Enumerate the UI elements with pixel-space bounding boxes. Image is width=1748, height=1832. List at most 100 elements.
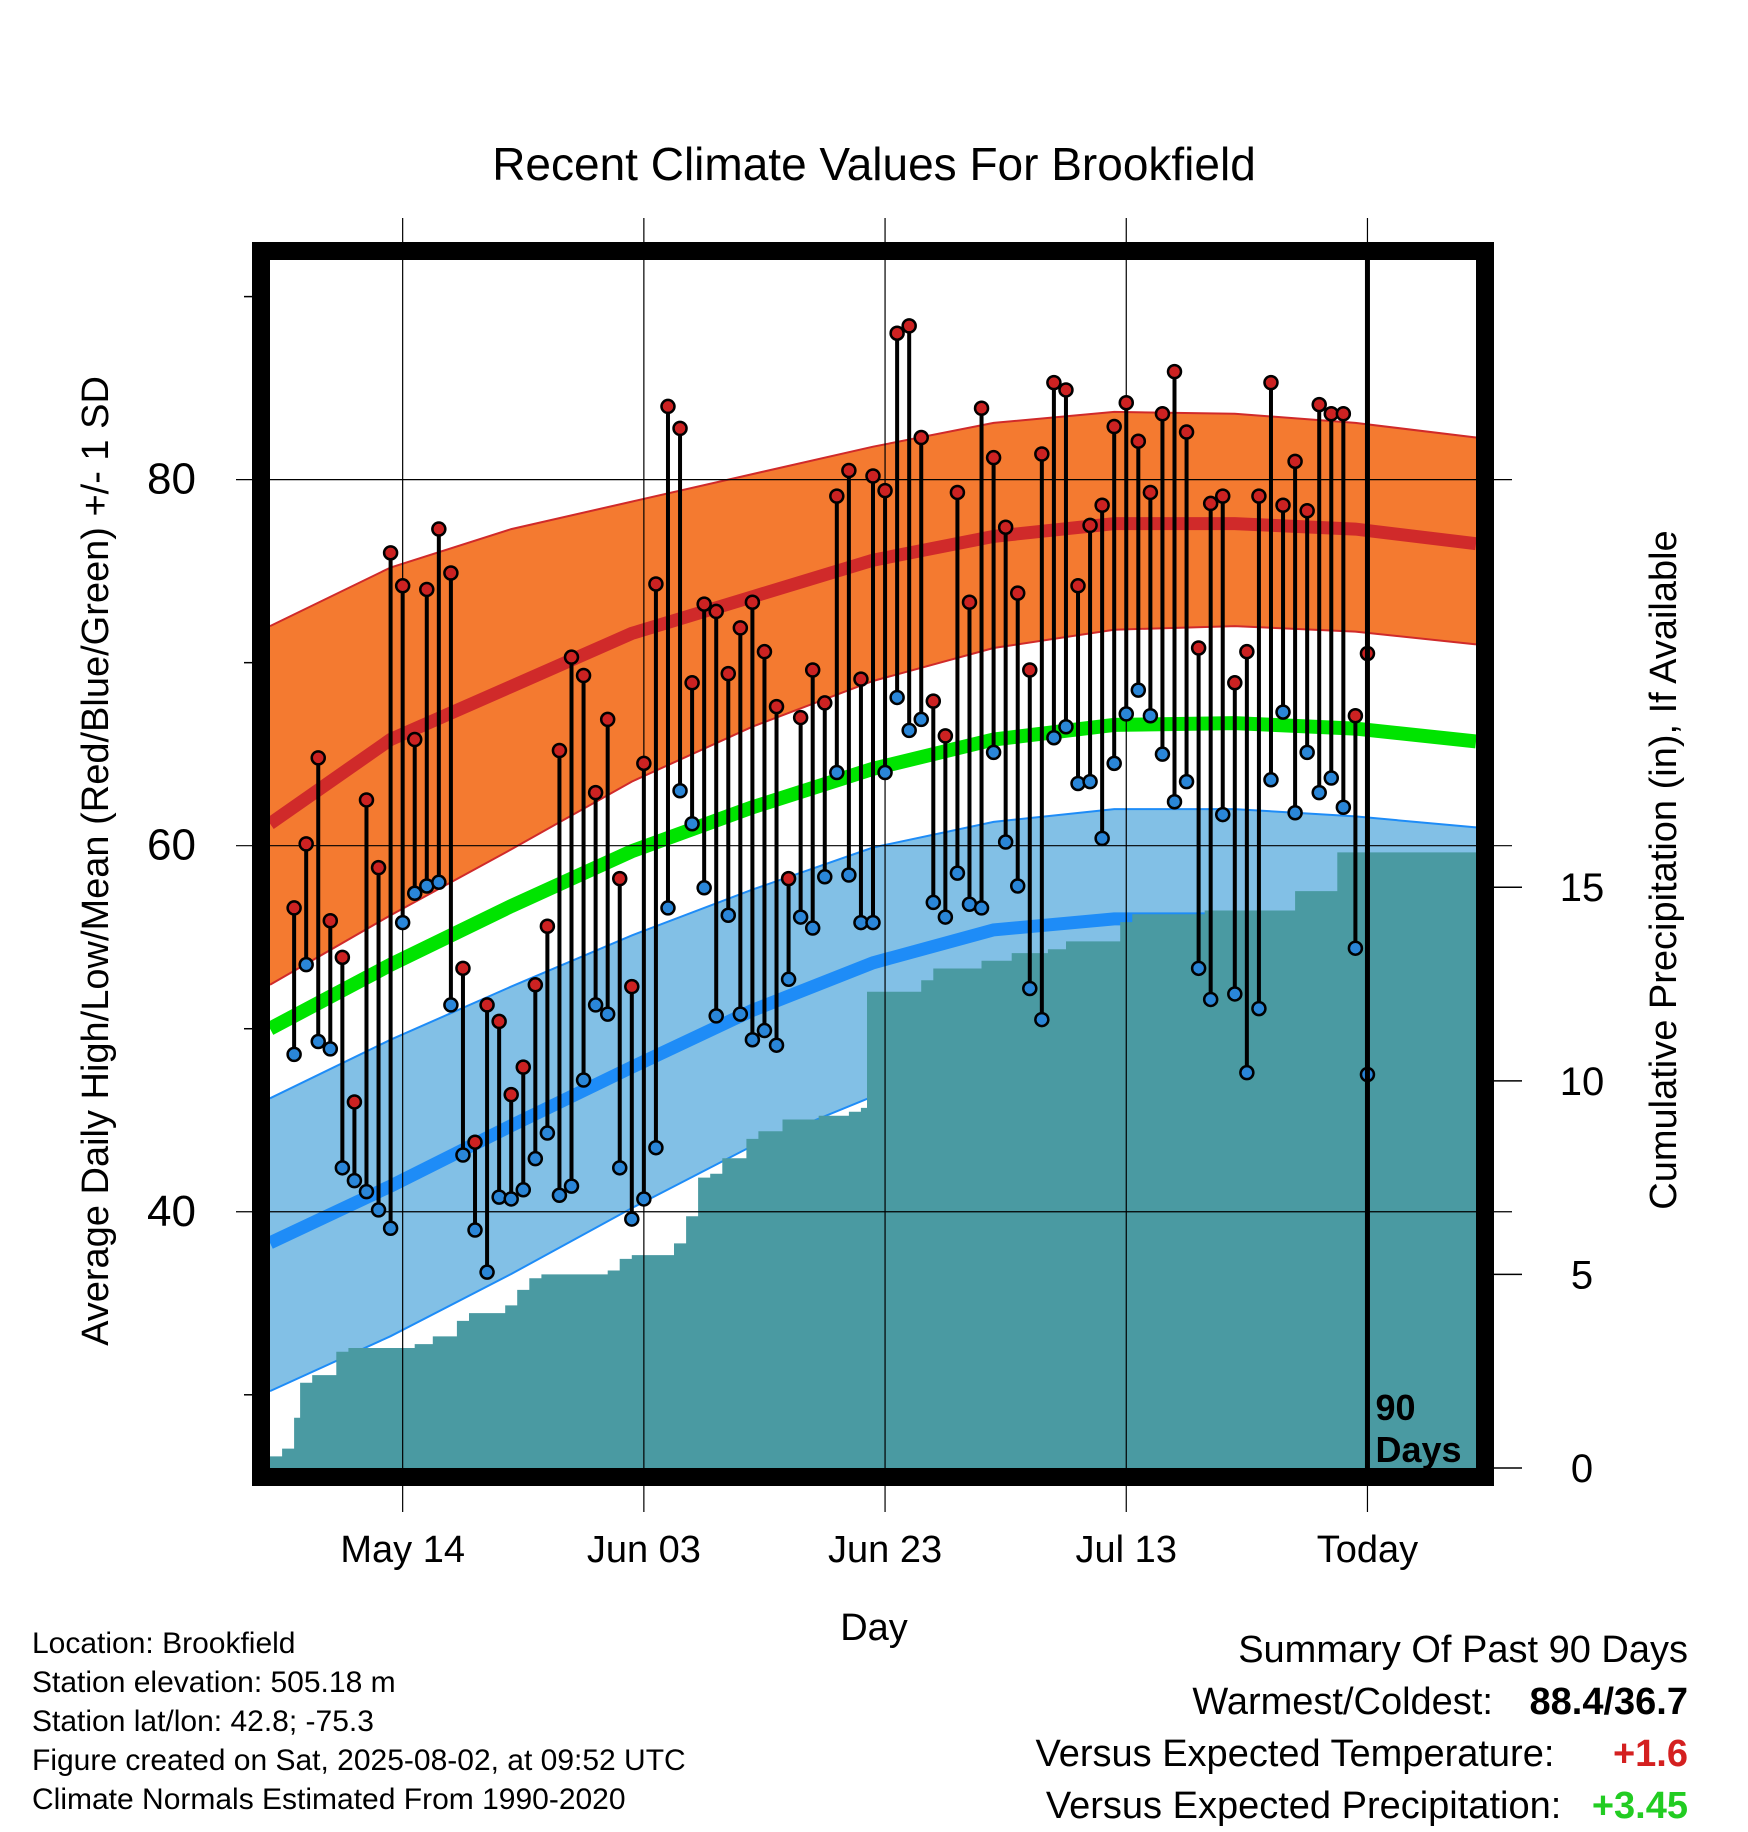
daily-high-point [491,1013,507,1030]
daily-high-point [1058,382,1074,398]
daily-low-point [310,1033,326,1050]
y-axis-label-right: Cumulative Precipitation (in), If Availa… [1643,530,1685,1209]
daily-high-point [1082,517,1098,534]
daily-low-point [901,722,917,739]
daily-low-point [865,914,881,931]
daily-high-point [925,693,942,709]
daily-high-point [1239,643,1255,660]
daily-high-point [1142,484,1159,501]
daily-high-point [829,488,845,504]
daily-low-point [1299,744,1315,761]
daily-high-point [1190,640,1207,656]
x-tick-label: Jul 13 [1076,1529,1177,1571]
daily-low-point [1058,718,1074,735]
daily-high-point [310,750,326,766]
daily-high-point [503,1086,519,1103]
y-right-tick-label: 10 [1560,1060,1605,1104]
daily-low-point [1287,805,1303,821]
daily-high-point [877,482,893,499]
data-marks: 90 Days [286,260,1462,1470]
daily-low-point [780,971,797,988]
daily-low-point [889,689,905,706]
daily-low-point [599,1006,616,1022]
daily-low-point [1347,940,1364,956]
latlon-text: Station lat/lon: 42.8; -75.3 [32,1705,374,1738]
daily-high-point [768,698,785,715]
y-right-tick-label: 15 [1560,866,1605,910]
elevation-text: Station elevation: 505.18 m [32,1666,396,1699]
daily-low-point [358,1183,375,1200]
daily-low-point [1106,755,1122,772]
daily-low-point [636,1191,652,1207]
coldest-value: 36.7 [1614,1681,1688,1723]
daily-high-point [985,449,1002,466]
daily-high-point [732,620,749,636]
daily-low-point [1190,960,1207,977]
daily-high-point [1347,707,1364,724]
temp-row: Versus Expected Temperature: +1.6 [1035,1728,1688,1780]
daily-high-point [889,325,905,341]
daily-high-point [949,484,966,501]
warmest-value: 88.4 [1529,1681,1604,1723]
daily-high-point [973,400,990,417]
precip-anomaly-value: +3.45 [1591,1785,1688,1827]
daily-high-point [551,742,568,759]
daily-low-point [756,1022,773,1039]
daily-low-point [611,1160,628,1176]
daily-low-point [1082,773,1098,790]
daily-low-point [467,1222,483,1238]
daily-low-point [973,900,990,916]
daily-low-point [672,783,688,799]
daily-high-point [358,792,375,808]
summary-heading: Summary Of Past 90 Days [1238,1629,1688,1671]
daily-high-point [1022,662,1038,678]
daily-low-point [708,1008,724,1024]
daily-high-point [744,594,761,611]
daily-high-point [431,521,447,537]
daily-high-point [672,420,688,437]
daily-high-point [1034,446,1050,462]
daily-high-point [1154,405,1171,422]
daily-low-point [479,1264,495,1280]
daily-low-point [1227,986,1243,1002]
daily-high-point [624,978,640,995]
daily-low-point [684,815,700,832]
plot-frame [252,242,1494,1486]
daily-low-point [431,874,447,891]
daily-high-point [406,731,423,748]
daily-high-point [792,709,809,726]
daily-high-point [443,565,459,581]
daily-high-point [515,1059,532,1075]
daily-high-point [334,949,351,966]
daily-high-point [455,960,471,977]
y-right-tick-label: 0 [1571,1447,1593,1491]
daily-high-point [696,596,712,612]
daily-high-point [479,997,495,1013]
daily-high-point [1094,497,1110,514]
daily-high-point [804,662,821,678]
daily-low-point [515,1182,532,1198]
daily-low-point [1166,794,1183,810]
daily-low-point [720,907,737,923]
daily-high-point [913,429,929,446]
daily-low-point [394,914,411,931]
daily-low-point [503,1191,519,1207]
extremes-row: Warmest/Coldest: 88.4/36.7 [1035,1676,1688,1728]
daily-high-point [1166,363,1183,380]
y-tick-label: 60 [147,821,196,870]
temp-label: Versus Expected Temperature: [1035,1733,1555,1775]
y-right-tick-label: 5 [1571,1253,1593,1297]
daily-low-point [624,1211,640,1227]
daily-low-point [1118,706,1135,722]
daily-low-point [1094,830,1110,847]
x-tick-label: Jun 23 [828,1529,942,1571]
daily-high-point [997,519,1014,535]
daily-high-point [1202,495,1219,512]
daily-low-point [1202,991,1219,1008]
daily-high-point [780,870,797,887]
daily-low-point [1335,799,1352,816]
daily-high-point [841,462,857,479]
daily-low-point [1311,784,1327,801]
daily-low-point [298,956,314,973]
daily-high-point [648,576,664,592]
